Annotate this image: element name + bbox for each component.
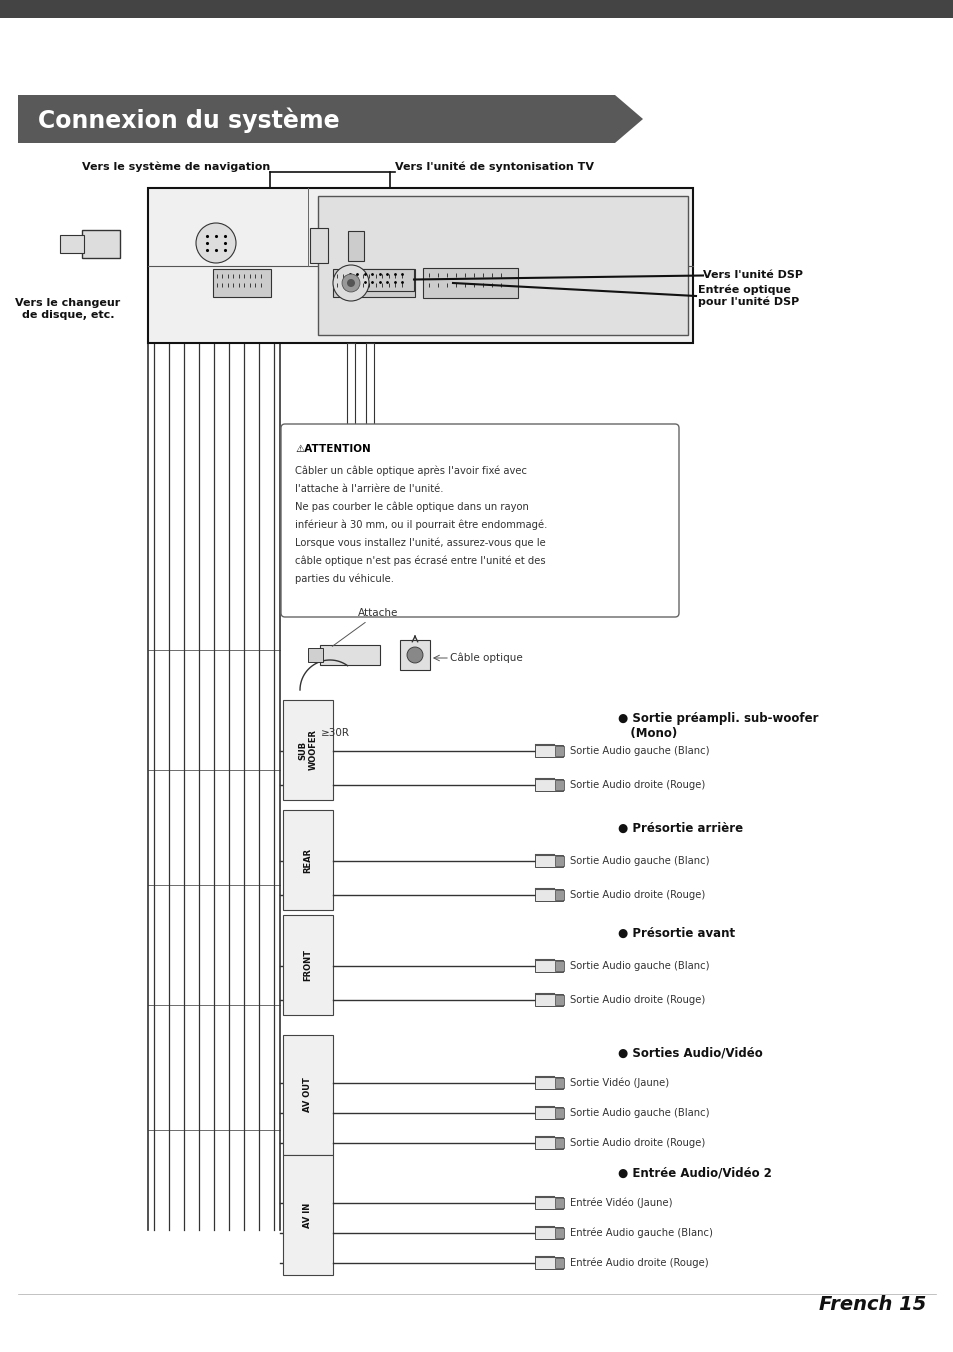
Text: Sortie Vidéo (Jaune): Sortie Vidéo (Jaune) <box>569 1078 668 1088</box>
Bar <box>82 230 120 258</box>
Text: Sortie Audio droite (Rouge): Sortie Audio droite (Rouge) <box>569 890 704 899</box>
Text: Entrée Vidéo (Jaune): Entrée Vidéo (Jaune) <box>569 1198 672 1209</box>
Text: ≥30R: ≥30R <box>320 727 349 738</box>
Bar <box>535 1078 562 1088</box>
Text: l'attache à l'arrière de l'unité.: l'attache à l'arrière de l'unité. <box>294 484 443 493</box>
Text: inférieur à 30 mm, ou il pourrait être endommagé.: inférieur à 30 mm, ou il pourrait être e… <box>294 521 547 530</box>
Text: ● Présortie avant: ● Présortie avant <box>618 927 735 940</box>
Bar <box>555 1198 563 1207</box>
Bar <box>535 994 562 1006</box>
Text: Lorsque vous installez l'unité, assurez-vous que le: Lorsque vous installez l'unité, assurez-… <box>294 538 545 549</box>
Bar <box>317 196 687 335</box>
Text: Entrée Audio gauche (Blanc): Entrée Audio gauche (Blanc) <box>569 1228 712 1238</box>
Circle shape <box>195 223 235 264</box>
Bar <box>283 915 333 1015</box>
Text: ● Présortie arrière: ● Présortie arrière <box>618 822 742 836</box>
Bar <box>555 890 563 899</box>
Bar <box>283 810 333 910</box>
Bar <box>399 639 430 671</box>
Circle shape <box>333 265 369 301</box>
FancyBboxPatch shape <box>281 425 679 617</box>
Text: Connexion du système: Connexion du système <box>38 107 339 132</box>
Text: Entrée Audio droite (Rouge): Entrée Audio droite (Rouge) <box>569 1257 708 1268</box>
Text: Vers l'unité de syntonisation TV: Vers l'unité de syntonisation TV <box>395 161 594 172</box>
Bar <box>535 960 562 972</box>
Text: parties du véhicule.: parties du véhicule. <box>294 575 394 584</box>
Bar <box>555 1138 563 1148</box>
Text: Sortie Audio droite (Rouge): Sortie Audio droite (Rouge) <box>569 780 704 790</box>
Bar <box>535 1137 562 1149</box>
Text: Vers le système de navigation: Vers le système de navigation <box>82 161 270 172</box>
Bar <box>283 1036 333 1155</box>
Bar <box>333 269 415 296</box>
Bar <box>348 231 364 261</box>
Text: Sortie Audio droite (Rouge): Sortie Audio droite (Rouge) <box>569 1138 704 1148</box>
Text: ● Sorties Audio/Vidéo: ● Sorties Audio/Vidéo <box>618 1046 762 1060</box>
Text: Câbler un câble optique après l'avoir fixé avec: Câbler un câble optique après l'avoir fi… <box>294 466 526 476</box>
Text: ● Sortie préampli. sub-woofer
   (Mono): ● Sortie préampli. sub-woofer (Mono) <box>618 713 818 740</box>
Bar <box>555 1257 563 1268</box>
Text: ● Entrée Audio/Vidéo 2: ● Entrée Audio/Vidéo 2 <box>618 1167 771 1180</box>
Text: Sortie Audio droite (Rouge): Sortie Audio droite (Rouge) <box>569 995 704 1005</box>
Text: Sortie Audio gauche (Blanc): Sortie Audio gauche (Blanc) <box>569 856 709 867</box>
Circle shape <box>347 279 355 287</box>
Text: Vers le changeur
de disque, etc.: Vers le changeur de disque, etc. <box>15 297 120 319</box>
Bar <box>535 779 562 791</box>
Text: Câble optique: Câble optique <box>450 653 522 664</box>
Bar <box>319 645 379 665</box>
Bar <box>0 0 953 18</box>
Bar <box>555 995 563 1005</box>
Bar <box>346 269 414 291</box>
Circle shape <box>407 648 422 662</box>
Bar <box>148 188 692 343</box>
Text: câble optique n'est pas écrasé entre l'unité et des: câble optique n'est pas écrasé entre l'u… <box>294 556 545 566</box>
Bar <box>60 235 84 253</box>
Bar <box>555 780 563 790</box>
Text: Ne pas courber le câble optique dans un rayon: Ne pas courber le câble optique dans un … <box>294 502 528 512</box>
Bar <box>555 1078 563 1088</box>
Text: FRONT: FRONT <box>303 949 313 982</box>
Text: Vers l'unité DSP: Vers l'unité DSP <box>702 270 802 280</box>
Bar <box>535 1257 562 1270</box>
Bar <box>535 745 562 757</box>
Text: SUB
WOOFER: SUB WOOFER <box>298 730 317 771</box>
Bar <box>555 1109 563 1118</box>
Bar <box>308 648 323 662</box>
Bar <box>535 1107 562 1119</box>
Text: Sortie Audio gauche (Blanc): Sortie Audio gauche (Blanc) <box>569 1109 709 1118</box>
Polygon shape <box>18 95 642 143</box>
Bar <box>555 746 563 756</box>
Text: REAR: REAR <box>303 848 313 872</box>
Bar <box>347 343 355 438</box>
Bar <box>535 1228 562 1238</box>
Text: Sortie Audio gauche (Blanc): Sortie Audio gauche (Blanc) <box>569 746 709 756</box>
Bar <box>555 856 563 867</box>
Bar <box>366 343 374 438</box>
Circle shape <box>341 274 359 292</box>
Bar <box>535 1197 562 1209</box>
Text: AV OUT: AV OUT <box>303 1078 313 1113</box>
Bar <box>422 268 517 297</box>
Bar <box>555 1228 563 1238</box>
Bar <box>213 269 271 296</box>
Bar <box>535 856 562 868</box>
Text: Attache: Attache <box>332 608 398 646</box>
Text: French 15: French 15 <box>818 1295 925 1314</box>
Bar <box>310 228 328 264</box>
Text: Sortie Audio gauche (Blanc): Sortie Audio gauche (Blanc) <box>569 961 709 971</box>
Text: Entrée optique
pour l'unité DSP: Entrée optique pour l'unité DSP <box>698 285 799 307</box>
Bar <box>555 961 563 971</box>
Bar <box>535 888 562 900</box>
Bar <box>283 700 333 800</box>
Text: ⚠ATTENTION: ⚠ATTENTION <box>294 443 371 454</box>
Bar <box>283 1155 333 1275</box>
Text: AV IN: AV IN <box>303 1202 313 1228</box>
